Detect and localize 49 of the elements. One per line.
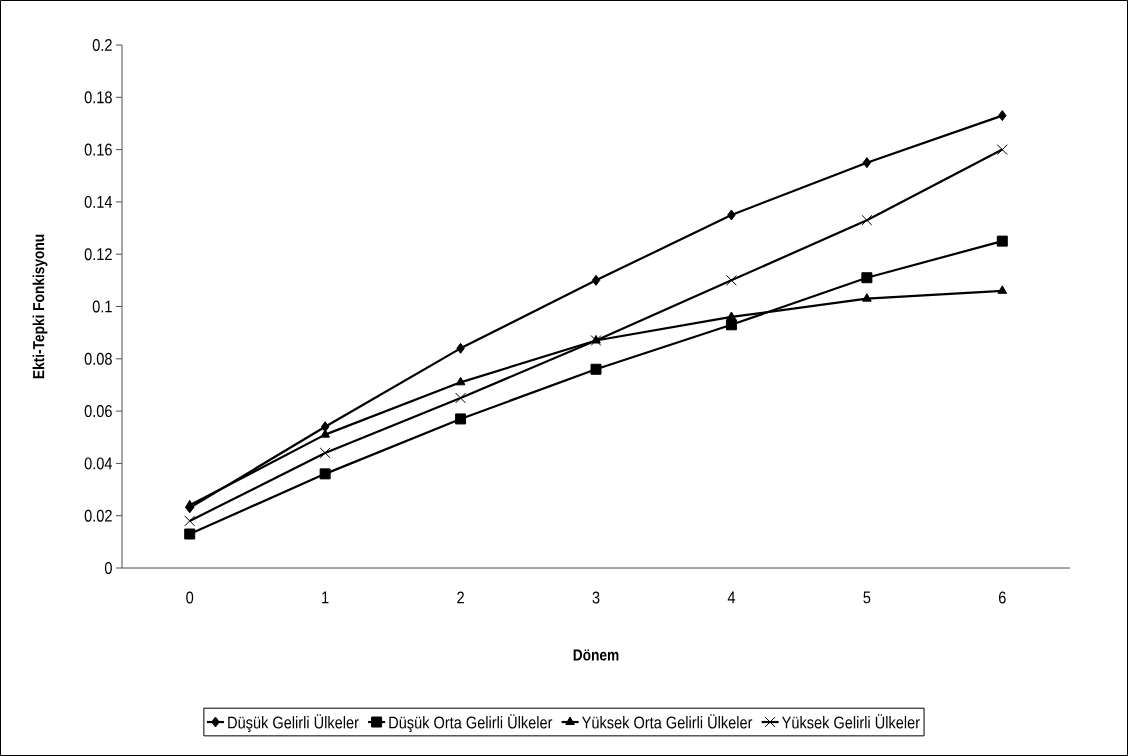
point <box>862 157 872 169</box>
point <box>998 110 1007 122</box>
y-tick-label: 0.06 <box>84 405 112 418</box>
y-tick-label: 0.12 <box>84 248 112 261</box>
legend-label: Düşük Gelirli Ülkeler <box>228 714 359 732</box>
point <box>456 342 465 354</box>
y-tick-label: 0 <box>104 562 112 574</box>
point <box>455 376 466 386</box>
point <box>319 468 331 480</box>
point <box>996 235 1008 247</box>
point <box>591 274 601 286</box>
point <box>184 499 195 509</box>
point <box>320 421 330 433</box>
x-tick-label: 6 <box>998 591 1006 604</box>
x-tick-label: 3 <box>592 591 600 604</box>
y-tick-label: 0.1 <box>92 300 112 313</box>
point <box>319 447 331 459</box>
x-tick-label: 4 <box>727 591 736 604</box>
point <box>184 515 196 527</box>
point <box>997 285 1008 294</box>
point <box>455 392 467 404</box>
point <box>455 413 467 425</box>
x-axis-title: Dönem <box>573 649 619 661</box>
y-tick-label: 0.18 <box>84 91 112 104</box>
y-tick-label: 0.14 <box>84 195 113 208</box>
legend-label: Yüksek Orta Gelirli Ülkeler <box>581 714 753 729</box>
y-tick-label: 0.02 <box>84 509 112 522</box>
legend-label: Düşük Orta Gelirli Ülkeler <box>389 714 553 732</box>
point <box>861 214 873 226</box>
point <box>725 274 737 286</box>
y-tick-label: 0.2 <box>92 39 112 51</box>
point <box>996 144 1008 156</box>
point <box>320 429 330 438</box>
y-tick-label: 0.04 <box>84 457 113 470</box>
y-tick-label: 0.08 <box>84 352 112 365</box>
x-tick-label: 0 <box>186 591 194 604</box>
x-tick-label: 2 <box>457 591 464 604</box>
x-tick-label: 1 <box>322 591 329 604</box>
y-tick-label: 0.16 <box>84 143 112 156</box>
point <box>726 311 737 320</box>
point <box>184 528 196 540</box>
point <box>725 319 737 331</box>
point <box>862 293 872 302</box>
point <box>727 209 736 221</box>
point <box>861 272 873 284</box>
x-tick-label: 5 <box>863 591 871 604</box>
y-axis-title: Ekti-Tepki Fonkisyonu <box>32 234 48 379</box>
point <box>590 363 602 375</box>
legend-label: Yüksek Gelirli Ülkeler <box>781 714 920 729</box>
